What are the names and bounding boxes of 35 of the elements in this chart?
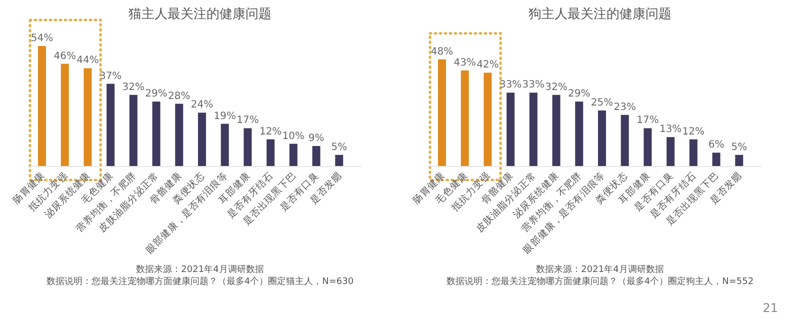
text: 数据说明：您最关注宠物哪方面健康问题？（最多4个）圈定猫主人，N=630 bbox=[46, 276, 354, 287]
data-label: 12% bbox=[259, 126, 282, 138]
chart-title: 狗主人最关注的健康问题 bbox=[528, 6, 672, 22]
data-label: 29% bbox=[145, 88, 168, 100]
data-label: 48% bbox=[430, 46, 454, 58]
data-label: 33% bbox=[499, 80, 522, 91]
data-label: 17% bbox=[636, 115, 659, 126]
data-label: 12% bbox=[682, 126, 705, 138]
data-label: 23% bbox=[614, 102, 636, 113]
data-label: 37% bbox=[99, 70, 122, 82]
text: 数据说明：您最关注宠物哪方面健康问题？（最多4个）圈定狗主人，N=552 bbox=[446, 276, 754, 287]
data-label: 25% bbox=[590, 97, 614, 108]
data-label: 33% bbox=[522, 80, 545, 91]
data-label: 17% bbox=[236, 115, 259, 126]
data-label: 42% bbox=[476, 60, 499, 71]
data-label: 9% bbox=[308, 133, 324, 144]
data-label: 10% bbox=[282, 130, 305, 142]
chart-title: 猫主人最关注的健康问题 bbox=[128, 6, 272, 22]
text: 21 bbox=[762, 301, 778, 315]
source-note: 数据来源：2021年4月调研数据 bbox=[136, 264, 264, 275]
data-label: 32% bbox=[545, 82, 568, 93]
data-label: 5% bbox=[331, 142, 348, 153]
data-label: 44% bbox=[76, 55, 99, 66]
data-label: 32% bbox=[122, 82, 145, 93]
data-label: 46% bbox=[54, 50, 76, 62]
data-label: 29% bbox=[568, 88, 590, 100]
data-label: 19% bbox=[214, 110, 236, 122]
data-label: 13% bbox=[659, 124, 682, 136]
source-note: 数据来源：2021年4月调研数据 bbox=[536, 264, 664, 275]
data-label: 24% bbox=[190, 100, 214, 111]
data-label: 5% bbox=[731, 142, 748, 153]
data-label: 6% bbox=[708, 140, 724, 151]
data-label: 28% bbox=[168, 90, 190, 102]
data-label: 43% bbox=[454, 57, 476, 68]
data-label: 54% bbox=[30, 33, 54, 44]
